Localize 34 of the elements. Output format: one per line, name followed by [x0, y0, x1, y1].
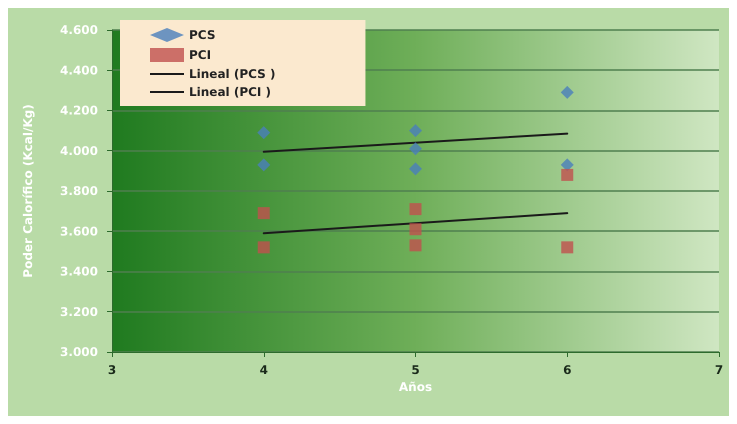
legend-label: PCS	[189, 28, 216, 42]
legend-label: Lineal (PCS )	[189, 67, 276, 81]
x-axis-title: Años	[398, 380, 432, 394]
y-axis-title: Poder Calorífico (Kcal/Kg)	[21, 104, 35, 278]
point	[561, 168, 574, 181]
point	[561, 241, 574, 254]
point	[258, 241, 270, 254]
x-tick-label: 4	[260, 363, 268, 377]
x-tick-label: 5	[411, 363, 420, 377]
point	[410, 223, 422, 236]
y-tick-label: 4.200	[60, 104, 98, 118]
legend-label: PCI	[189, 48, 212, 62]
x-tick-label: 3	[108, 363, 116, 377]
point	[257, 158, 270, 172]
point	[409, 142, 422, 156]
x-tick-label: 7	[714, 363, 724, 377]
point	[257, 126, 270, 140]
y-tick-label: 4.600	[60, 23, 98, 37]
y-tick-label: 3.400	[60, 264, 98, 278]
y-tick-label: 3.600	[60, 224, 98, 238]
y-tick-label: 4.000	[60, 144, 98, 158]
x-tick-label: 6	[563, 363, 572, 377]
y-tick-label: 3.000	[60, 345, 98, 359]
point	[409, 124, 422, 138]
y-tick-label: 3.800	[60, 184, 98, 198]
point	[560, 86, 574, 99]
point	[409, 162, 422, 176]
y-tick-label: 3.200	[60, 304, 98, 319]
point	[410, 203, 422, 216]
point	[560, 158, 574, 172]
point	[258, 207, 270, 220]
point	[410, 239, 422, 252]
y-tick-label: 4.400	[60, 63, 98, 78]
legend-label: Lineal (PCI )	[189, 85, 272, 99]
